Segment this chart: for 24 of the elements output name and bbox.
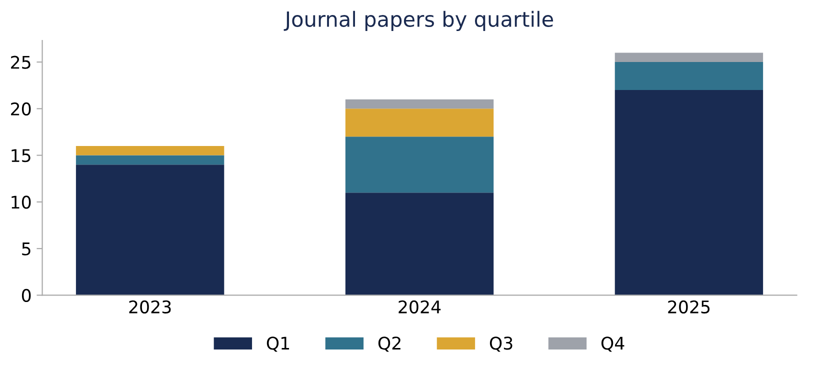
y-tick-label: 20 [11,102,31,116]
y-tick-label: 15 [12,149,30,162]
chart-title: Journal papers by quartile [284,10,554,32]
legend-label: Q3 [490,336,512,352]
bar [345,136,494,193]
bar [345,192,494,296]
legend-label: Q4 [601,336,624,352]
y-tick-label: 25 [11,56,30,69]
bar [76,164,224,296]
x-tick-label: 2023 [129,300,171,314]
bar [614,62,764,90]
bar [614,90,764,296]
bar [345,99,494,109]
bar [345,108,494,137]
y-tick-label: 10 [12,196,31,209]
bar [76,155,224,165]
legend-label: Q2 [378,336,400,352]
y-tick-label: 0 [22,288,31,302]
bar [76,146,224,156]
legend-label: Q1 [266,336,290,352]
x-tick-label: 2025 [668,300,710,314]
x-tick-label: 2024 [398,300,441,314]
y-tick-label: 5 [22,242,30,256]
bar [614,52,764,62]
